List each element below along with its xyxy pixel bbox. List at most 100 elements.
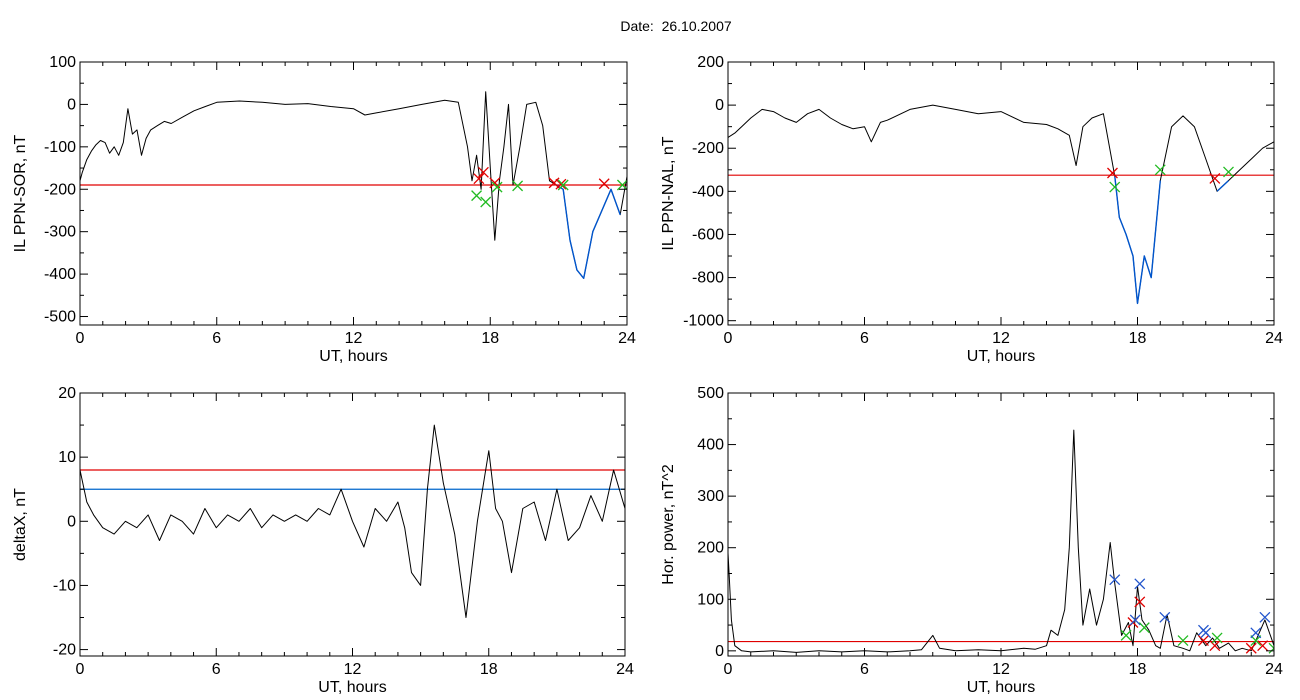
il-nal-ytick-label: -400 — [692, 183, 724, 200]
hor-power-ytick-label: 500 — [697, 385, 724, 402]
il-sor-marker-green — [616, 179, 627, 191]
il-nal-xtick-label: 24 — [1265, 330, 1283, 347]
delta-x-ytick-label: 0 — [67, 513, 76, 530]
hor-power-series-black-0 — [728, 429, 1274, 653]
hor-power-ytick-label: 0 — [715, 643, 724, 660]
hor-power-marker-green — [1138, 622, 1150, 634]
hor-power-marker-green — [1268, 642, 1274, 654]
hor-power-ytick-label: 100 — [697, 591, 724, 608]
il-sor-xtick-label: 0 — [76, 330, 85, 347]
il-nal-ytick-label: 200 — [697, 54, 724, 71]
il-sor-series-black-0 — [80, 91, 627, 279]
il-nal-marker-green — [1223, 166, 1234, 178]
il-sor-marker-green — [512, 180, 524, 192]
il-sor-ytick-label: -200 — [44, 181, 76, 198]
il-nal-xlabel: UT, hours — [967, 348, 1035, 365]
chart-il-nal: 0 6 12 18 24 200 0 -200 -400 -600 -800 -1000 UT, hou… — [660, 54, 1283, 365]
il-nal-axes-frame — [727, 61, 1275, 326]
il-nal-marker-red — [1107, 167, 1118, 179]
il-nal-xtick-label: 18 — [1129, 330, 1147, 347]
hor-power-xtick-label: 6 — [860, 661, 869, 678]
hor-power-plot-area — [728, 429, 1274, 654]
delta-x-xtick-label: 12 — [344, 661, 362, 678]
il-nal-series-blue-1 — [1114, 176, 1161, 305]
il-sor-series-blue-1 — [555, 184, 621, 279]
hor-power-marker-red — [1134, 596, 1146, 608]
il-sor-ytick-label: -100 — [44, 139, 76, 156]
il-sor-marker-red — [555, 178, 567, 190]
delta-x-ytick-label: -10 — [53, 577, 76, 594]
il-nal-xtick-label: 12 — [992, 330, 1010, 347]
hor-power-ytick-label: 200 — [697, 540, 724, 557]
hor-power-marker-green — [1211, 632, 1223, 644]
delta-x-ylabel: deltaX, nT — [12, 488, 29, 561]
delta-x-ytick-label: 20 — [58, 385, 76, 402]
il-nal-marker-green — [1154, 164, 1166, 176]
il-nal-ytick-label: -200 — [692, 140, 724, 157]
il-sor-marker-red — [598, 178, 610, 190]
il-sor-ytick-label: -400 — [44, 266, 76, 283]
chart-hor-power: 0 6 12 18 24 500 400 300 200 100 0 UT, hours Hor. po… — [660, 385, 1283, 696]
il-sor-xtick-label: 12 — [345, 330, 363, 347]
hor-power-marker-blue — [1200, 627, 1212, 639]
il-nal-ytick-label: -800 — [692, 270, 724, 287]
hor-power-marker-blue — [1259, 611, 1271, 623]
hor-power-marker-red — [1198, 635, 1209, 646]
il-sor-xtick-label: 18 — [481, 330, 499, 347]
hor-power-marker-blue — [1129, 614, 1141, 626]
hor-power-ytick-label: 400 — [697, 437, 724, 454]
il-nal-xtick-label: 6 — [860, 330, 869, 347]
il-sor-marker-red — [473, 173, 485, 185]
hor-power-marker-green — [1250, 635, 1262, 646]
delta-x-xlabel: UT, hours — [318, 679, 386, 696]
delta-x-series-black-0 — [80, 424, 625, 618]
delta-x-xtick-label: 24 — [616, 661, 634, 678]
chart-il-sor: 0 6 12 18 24 100 0 -100 -200 -300 -400 -500 UT, hour… — [12, 54, 636, 365]
il-nal-plot-area — [728, 104, 1274, 305]
il-sor-marker-red — [477, 166, 489, 178]
il-nal-marker-red — [1209, 172, 1221, 184]
delta-x-xtick-label: 0 — [76, 661, 85, 678]
il-sor-plot-area — [80, 91, 627, 279]
hor-power-marker-red — [1209, 640, 1221, 652]
hor-power-axes-frame — [727, 392, 1275, 657]
il-sor-xtick-label: 24 — [618, 330, 636, 347]
il-sor-ytick-label: -500 — [44, 309, 76, 326]
il-nal-xtick-label: 0 — [724, 330, 733, 347]
il-nal-series-blue-2 — [1216, 180, 1229, 192]
hor-power-xtick-label: 24 — [1265, 661, 1283, 678]
delta-x-axes-frame — [79, 392, 626, 657]
il-nal-ylabel: IL PPN-NAL, nT — [660, 136, 677, 250]
page-title: Date: 26.10.2007 — [0, 18, 1300, 34]
delta-x-ytick-label: -20 — [53, 642, 76, 659]
il-sor-marker-green — [471, 190, 483, 202]
hor-power-marker-blue — [1250, 627, 1262, 639]
il-sor-marker-green — [480, 196, 492, 208]
delta-x-ytick-label: 10 — [58, 449, 76, 466]
hor-power-marker-blue — [1109, 574, 1121, 586]
il-sor-marker-green — [557, 179, 569, 191]
il-sor-ylabel: IL PPN-SOR, nT — [12, 134, 29, 252]
date-value: 26.10.2007 — [661, 18, 732, 34]
hor-power-ytick-label: 300 — [697, 488, 724, 505]
il-sor-ytick-label: -300 — [44, 224, 76, 241]
hor-power-marker-blue — [1159, 611, 1171, 623]
hor-power-xtick-label: 0 — [724, 661, 733, 678]
il-nal-marker-green — [1109, 181, 1121, 193]
hor-power-marker-blue — [1134, 578, 1146, 590]
delta-x-xtick-label: 6 — [212, 661, 221, 678]
hor-power-xlabel: UT, hours — [967, 679, 1035, 696]
il-sor-xlabel: UT, hours — [319, 348, 387, 365]
date-prefix: Date: — [620, 18, 654, 34]
hor-power-marker-red — [1257, 640, 1269, 652]
il-sor-marker-green — [491, 181, 503, 193]
il-sor-marker-red — [548, 177, 560, 189]
hor-power-marker-green — [1120, 629, 1132, 641]
il-nal-ytick-label: 0 — [715, 97, 724, 114]
delta-x-xtick-label: 18 — [480, 661, 498, 678]
il-sor-ytick-label: 100 — [49, 54, 76, 71]
hor-power-xtick-label: 18 — [1129, 661, 1147, 678]
hor-power-marker-red — [1245, 642, 1257, 654]
il-nal-ytick-label: -600 — [692, 226, 724, 243]
hor-power-xtick-label: 12 — [992, 661, 1010, 678]
